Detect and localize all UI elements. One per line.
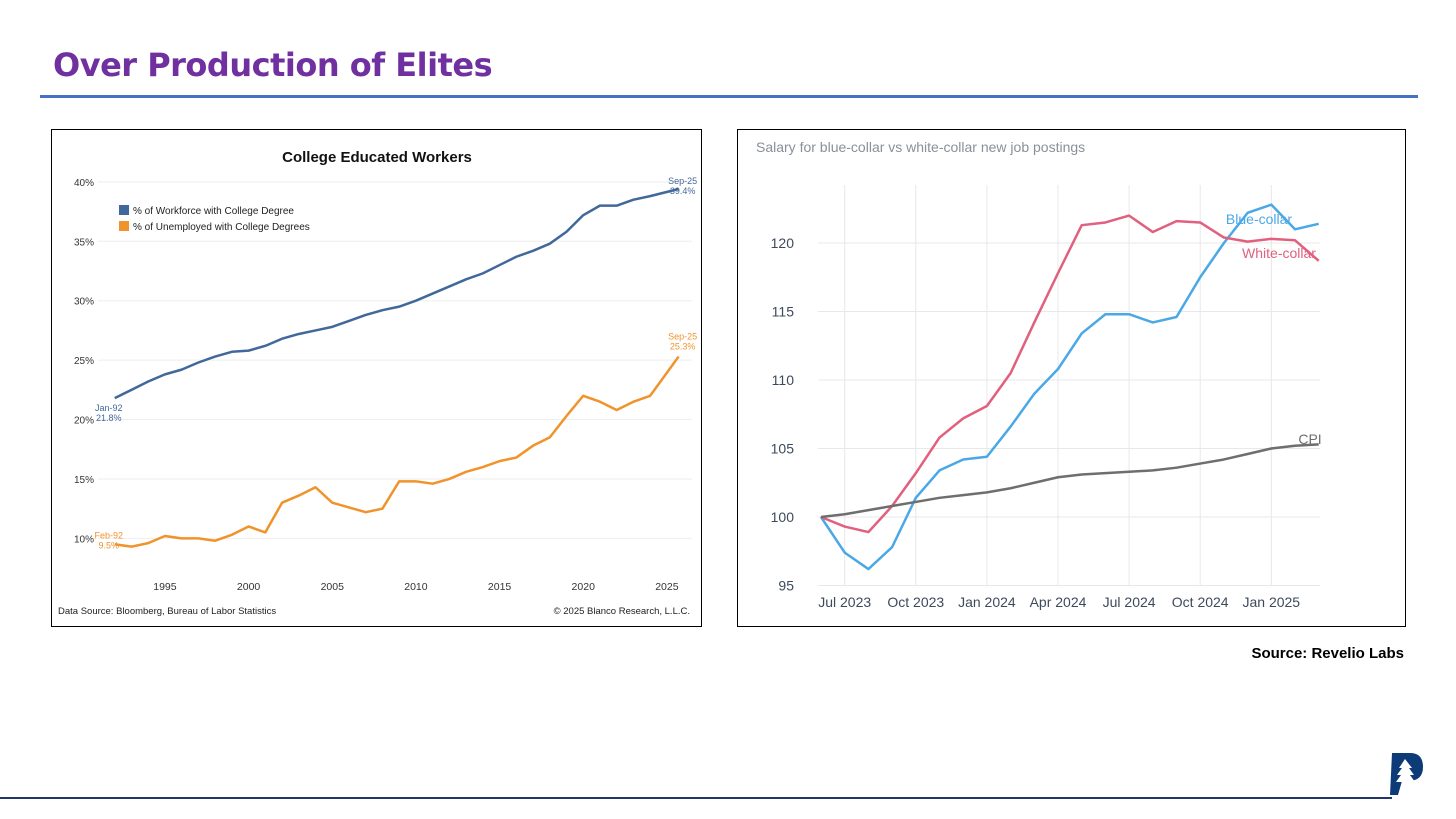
y-tick-label: 15% (74, 475, 94, 486)
y-tick-label: 20% (74, 416, 94, 427)
y-tick-label: 95 (778, 578, 794, 594)
y-tick-label: 10% (74, 534, 94, 545)
y-tick-label: 120 (771, 235, 795, 251)
chart-title: College Educated Workers (282, 149, 472, 166)
x-tick-label: Jul 2024 (1103, 594, 1156, 610)
x-tick-label: Oct 2023 (887, 594, 944, 610)
x-tick-label: Oct 2024 (1172, 594, 1229, 610)
x-tick-label: 2005 (321, 581, 345, 593)
y-tick-label: 115 (772, 304, 795, 320)
college-educated-chart-panel: College Educated Workers 10% 15% 20% 25% 30% 3… (51, 129, 702, 627)
slide-title: Over Production of Elites (53, 46, 493, 84)
x-tick-label: Apr 2024 (1030, 594, 1087, 610)
y-tick-label: 35% (74, 237, 94, 248)
company-logo-icon (1390, 753, 1423, 795)
series-line-cpi (820, 443, 1319, 519)
x-tick-label: 2010 (404, 581, 428, 593)
y-tick-label: 25% (74, 356, 94, 367)
series-line-workforce (114, 187, 679, 400)
salary-chart-panel: Salary for blue-collar vs white-collar n… (737, 129, 1406, 627)
end-label-value: 39.4% (670, 186, 696, 196)
y-tick-label: 30% (74, 297, 94, 308)
chart-title: Salary for blue-collar vs white-collar n… (756, 139, 1085, 155)
x-tick-label: 2025 (655, 581, 679, 593)
college-educated-chart: College Educated Workers 10% 15% 20% 25% 30% 3… (58, 149, 697, 617)
y-tick-label: 40% (74, 178, 94, 189)
end-label-date: Sep-25 (668, 332, 697, 342)
start-label-date: Jan-92 (95, 403, 123, 413)
y-tick-label: 100 (771, 509, 795, 525)
copyright-note: © 2025 Blanco Research, L.L.C. (554, 606, 690, 617)
series-label-white-collar: White-collar (1242, 245, 1316, 261)
footer-divider (0, 797, 1392, 799)
salary-chart: Salary for blue-collar vs white-collar n… (756, 139, 1322, 610)
legend-label: % of Workforce with College Degree (133, 206, 294, 217)
series-line-white-collar (820, 214, 1320, 534)
y-tick-label: 110 (772, 372, 795, 388)
series-line-unemployed (114, 355, 680, 548)
end-label-value: 25.3% (670, 342, 696, 352)
title-divider (40, 95, 1418, 98)
end-label-date: Sep-25 (668, 176, 697, 186)
x-tick-label: Jan 2024 (958, 594, 1016, 610)
x-tick-label: 2015 (488, 581, 512, 593)
series-label-cpi: CPI (1298, 431, 1321, 447)
x-tick-label: 2000 (237, 581, 261, 593)
y-tick-label: 105 (771, 441, 795, 457)
start-label-value: 9.5% (98, 540, 119, 550)
legend-swatch (119, 205, 129, 215)
series-label-blue-collar: Blue-collar (1226, 211, 1292, 227)
x-tick-label: 1995 (153, 581, 177, 593)
x-tick-label: Jan 2025 (1242, 594, 1300, 610)
x-tick-label: Jul 2023 (818, 594, 871, 610)
data-source-note: Data Source: Bloomberg, Bureau of Labor … (58, 606, 276, 617)
legend-swatch (119, 221, 129, 231)
series-line-blue-collar (819, 203, 1319, 571)
legend-label: % of Unemployed with College Degrees (133, 222, 310, 233)
start-label-date: Feb-92 (94, 530, 123, 540)
start-label-value: 21.8% (96, 413, 122, 423)
source-note: Source: Revelio Labs (1251, 645, 1404, 662)
x-tick-label: 2020 (572, 581, 596, 593)
